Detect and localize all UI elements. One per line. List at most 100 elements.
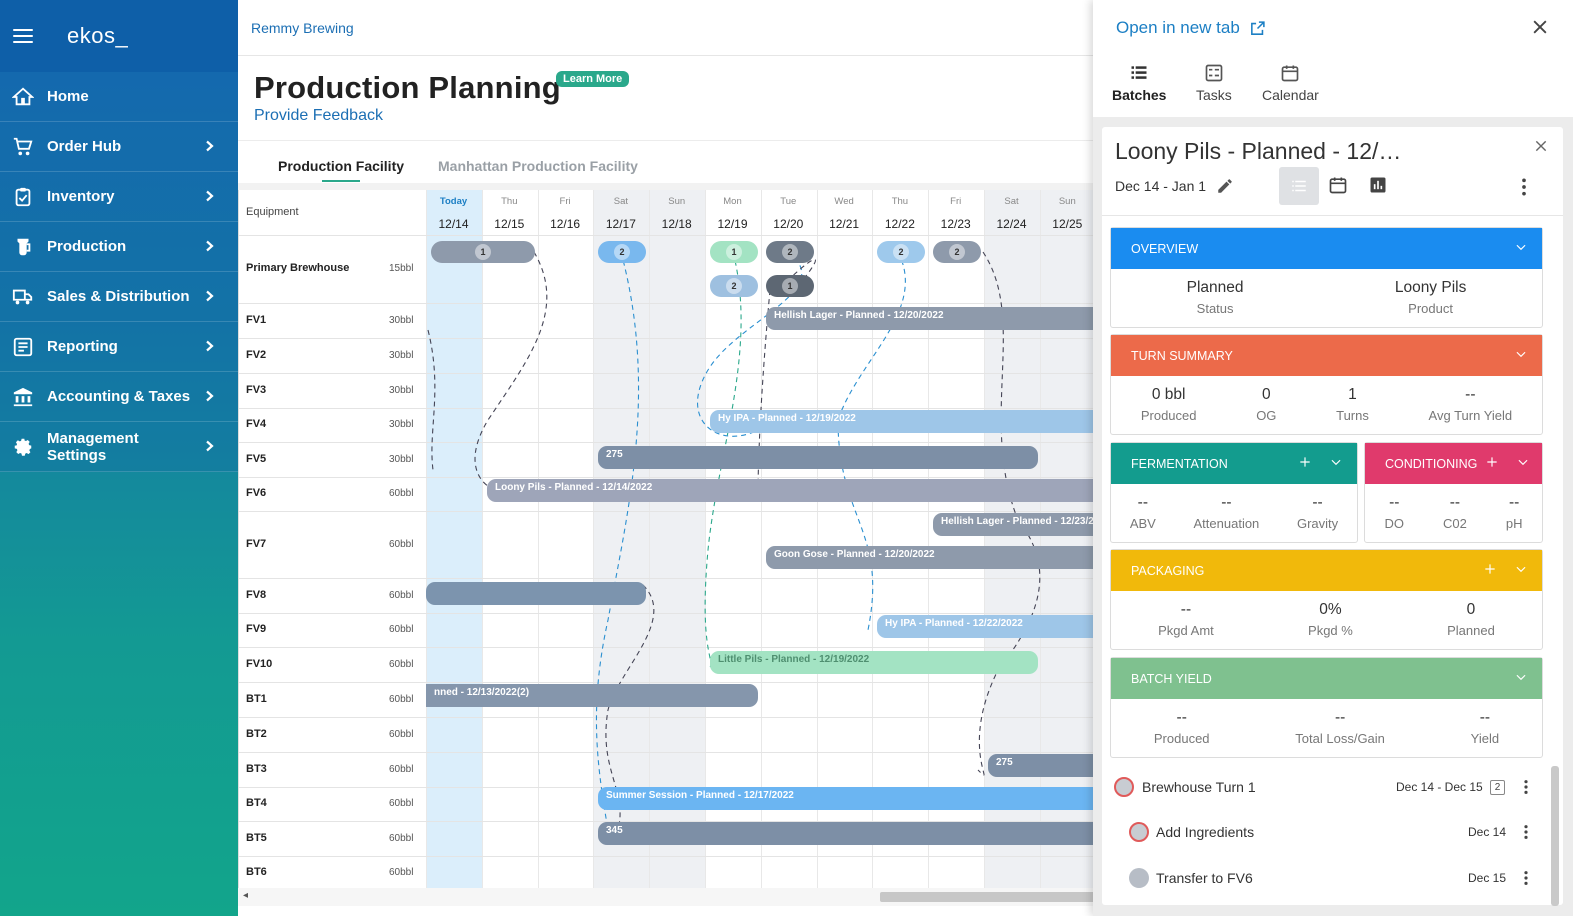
- more-options-icon[interactable]: [1523, 870, 1529, 886]
- fermentation-header[interactable]: FERMENTATION: [1111, 443, 1357, 484]
- equipment-name[interactable]: FV1: [246, 313, 267, 326]
- sidebar-item-order-hub[interactable]: Order Hub: [0, 122, 238, 172]
- task-item[interactable]: Brewhouse Turn 1 Dec 14 - Dec 15 2: [1102, 767, 1563, 807]
- tab-manhattan-production-facility[interactable]: Manhattan Production Facility: [438, 158, 638, 174]
- equipment-name[interactable]: FV7: [246, 537, 267, 550]
- sidebar-item-home[interactable]: Home: [0, 72, 238, 122]
- batch-bar[interactable]: Goon Gose - Planned - 12/20/2022: [766, 546, 1095, 569]
- more-options-icon[interactable]: [1523, 824, 1529, 840]
- brew-turn-pill[interactable]: 1: [710, 241, 758, 263]
- batch-bar[interactable]: Hy IPA - Planned - 12/19/2022: [710, 410, 1095, 433]
- horizontal-scrollbar[interactable]: ◂: [238, 888, 1095, 906]
- plus-icon[interactable]: [1485, 455, 1499, 469]
- equipment-name[interactable]: FV2: [246, 348, 267, 361]
- calendar-icon[interactable]: [1328, 175, 1348, 195]
- equipment-name[interactable]: BT3: [246, 762, 267, 775]
- batch-bar[interactable]: Little Pils - Planned - 12/19/2022: [710, 651, 1038, 674]
- equipment-name[interactable]: FV3: [246, 383, 267, 396]
- brew-turn-pill[interactable]: 2: [710, 275, 758, 297]
- close-icon[interactable]: [1530, 17, 1550, 37]
- sidebar-item-management-settings[interactable]: Management Settings: [0, 422, 238, 472]
- brew-turn-pill[interactable]: 1: [766, 275, 814, 297]
- batch-bar[interactable]: Hellish Lager - Planned - 12/20/2022: [766, 307, 1095, 330]
- chevron-down-icon[interactable]: [1514, 670, 1528, 684]
- scrollbar-thumb[interactable]: [880, 892, 1095, 902]
- chevron-down-icon[interactable]: [1514, 347, 1528, 361]
- turn-summary-header[interactable]: TURN SUMMARY: [1111, 335, 1542, 376]
- brew-turn-pill[interactable]: 1: [431, 241, 535, 263]
- provide-feedback-link[interactable]: Provide Feedback: [254, 107, 383, 124]
- brand-logo[interactable]: ekos_: [67, 23, 129, 48]
- more-options-icon[interactable]: [1523, 779, 1529, 795]
- equipment-name[interactable]: FV9: [246, 623, 267, 635]
- task-status-icon[interactable]: [1129, 868, 1149, 888]
- vertical-scrollbar[interactable]: [1551, 766, 1559, 906]
- batch-bar[interactable]: 275: [598, 446, 1038, 469]
- sidebar-item-inventory[interactable]: Inventory: [0, 172, 238, 222]
- packaging-header[interactable]: PACKAGING: [1111, 550, 1542, 591]
- equipment-name[interactable]: BT1: [246, 692, 267, 705]
- turn-summary-stats: 0 bbl Produced 0 OG 1 Turns -- Avg Turn Yiel…: [1111, 376, 1542, 423]
- brew-turn-pill[interactable]: 2: [598, 241, 646, 263]
- equipment-name[interactable]: FV10: [246, 657, 273, 670]
- equipment-name[interactable]: Primary Brewhouse: [246, 262, 350, 274]
- chevron-down-icon[interactable]: [1514, 240, 1528, 254]
- conditioning-header[interactable]: CONDITIONING: [1365, 443, 1542, 484]
- equipment-name[interactable]: BT5: [246, 831, 267, 844]
- overview-section: OVERVIEW Planned Status Loony Pils Product: [1110, 227, 1543, 328]
- overview-header[interactable]: OVERVIEW: [1111, 228, 1542, 269]
- brew-turn-pill[interactable]: 2: [766, 241, 814, 263]
- equipment-capacity: 60bbl: [389, 693, 414, 705]
- stat-label: ABV: [1129, 516, 1156, 531]
- close-batch-icon[interactable]: [1534, 139, 1548, 153]
- equipment-name[interactable]: FV4: [246, 418, 267, 430]
- batch-bar[interactable]: Summer Session - Planned - 12/17/2022: [598, 787, 1095, 810]
- open-in-new-tab-link[interactable]: Open in new tab: [1116, 18, 1266, 38]
- batch-bar[interactable]: [426, 582, 646, 605]
- equipment-name[interactable]: FV8: [246, 588, 267, 601]
- sidebar-item-accounting-and-taxes[interactable]: Accounting & Taxes: [0, 372, 238, 422]
- chevron-down-icon[interactable]: [1329, 455, 1343, 469]
- batch-yield-header[interactable]: BATCH YIELD: [1111, 658, 1542, 699]
- task-status-icon[interactable]: [1129, 822, 1149, 842]
- column-divider: [872, 190, 874, 888]
- list-view-button[interactable]: [1279, 167, 1319, 205]
- equipment-name[interactable]: FV6: [246, 487, 267, 499]
- tab-tasks[interactable]: Tasks: [1196, 63, 1232, 103]
- chevron-down-icon[interactable]: [1516, 455, 1530, 469]
- learn-more-button[interactable]: Learn More: [556, 71, 630, 87]
- menu-icon[interactable]: [13, 29, 33, 43]
- equipment-name[interactable]: BT6: [246, 866, 267, 878]
- batch-bar[interactable]: Hellish Lager - Planned - 12/23/2: [933, 513, 1095, 536]
- equipment-name[interactable]: BT4: [246, 797, 267, 809]
- batch-bar[interactable]: nned - 12/13/2022(2): [426, 684, 758, 707]
- sidebar-item-sales-and-distribution[interactable]: Sales & Distribution: [0, 272, 238, 322]
- brew-turn-pill[interactable]: 2: [877, 241, 925, 263]
- bar-chart-icon[interactable]: [1368, 175, 1388, 195]
- more-options-icon[interactable]: [1517, 177, 1531, 197]
- brew-turn-pill[interactable]: 2: [933, 241, 981, 263]
- batch-bar[interactable]: 275: [988, 754, 1095, 777]
- plus-icon[interactable]: [1483, 562, 1497, 576]
- tab-production-facility[interactable]: Production Facility: [278, 158, 405, 182]
- chevron-down-icon[interactable]: [1514, 562, 1528, 576]
- stat-label: Status: [1196, 301, 1234, 316]
- breadcrumb[interactable]: Remmy Brewing: [251, 20, 354, 36]
- day-label: Tue: [780, 196, 797, 207]
- batch-bar[interactable]: Hy IPA - Planned - 12/22/2022: [877, 615, 1095, 638]
- tab-batches[interactable]: Batches: [1112, 63, 1166, 103]
- batch-bar[interactable]: 345: [598, 822, 1095, 845]
- task-item[interactable]: Transfer to FV6 Dec 15: [1102, 858, 1563, 898]
- tab-calendar[interactable]: Calendar: [1262, 63, 1319, 103]
- column-divider: [649, 190, 651, 888]
- equipment-name[interactable]: BT2: [246, 727, 267, 740]
- batch-bar[interactable]: Loony Pils - Planned - 12/14/2022: [487, 479, 1095, 502]
- plus-icon[interactable]: [1298, 455, 1312, 469]
- equipment-name[interactable]: FV5: [246, 452, 267, 465]
- edit-icon[interactable]: [1216, 177, 1234, 195]
- scroll-left-icon[interactable]: ◂: [243, 890, 249, 901]
- task-item[interactable]: Add Ingredients Dec 14: [1102, 812, 1563, 852]
- sidebar-item-production[interactable]: Production: [0, 222, 238, 272]
- sidebar-item-reporting[interactable]: Reporting: [0, 322, 238, 372]
- task-status-icon[interactable]: [1114, 777, 1134, 797]
